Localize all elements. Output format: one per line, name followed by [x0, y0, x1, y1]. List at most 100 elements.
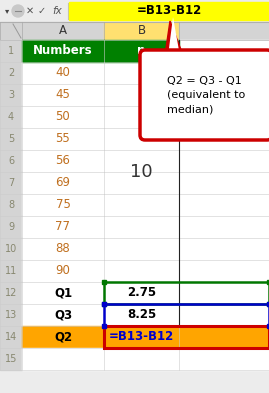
- FancyBboxPatch shape: [140, 50, 269, 140]
- Bar: [0, 348, 22, 370]
- Text: 55: 55: [56, 132, 70, 145]
- Text: 10: 10: [130, 163, 153, 181]
- Text: 77: 77: [55, 220, 70, 233]
- Bar: [104, 22, 179, 40]
- Bar: [22, 40, 104, 62]
- Text: 56: 56: [56, 154, 70, 167]
- Bar: [104, 238, 179, 260]
- Bar: [22, 216, 104, 238]
- Bar: [104, 128, 179, 150]
- Bar: [104, 216, 179, 238]
- Bar: [22, 194, 104, 216]
- Bar: [22, 282, 104, 304]
- Bar: [104, 260, 179, 282]
- Bar: [0, 172, 22, 194]
- Bar: [104, 172, 179, 194]
- Text: 75: 75: [56, 198, 70, 211]
- Text: 50: 50: [56, 110, 70, 123]
- Bar: [179, 326, 269, 348]
- Bar: [0, 0, 269, 22]
- Text: B: B: [137, 24, 146, 37]
- Text: 2.75: 2.75: [127, 286, 156, 299]
- Text: A: A: [59, 24, 67, 37]
- Bar: [0, 106, 22, 128]
- Text: =B13-B12: =B13-B12: [109, 331, 174, 343]
- Bar: [179, 84, 269, 106]
- Bar: [104, 40, 179, 62]
- Bar: [0, 326, 22, 348]
- Polygon shape: [165, 21, 183, 55]
- Text: 2: 2: [8, 68, 14, 78]
- Bar: [22, 172, 104, 194]
- Bar: [102, 302, 106, 306]
- Text: fx: fx: [52, 6, 62, 16]
- Bar: [0, 150, 22, 172]
- Bar: [179, 304, 269, 326]
- Bar: [104, 304, 179, 326]
- Bar: [22, 22, 104, 40]
- Bar: [22, 84, 104, 106]
- Text: 15: 15: [5, 354, 17, 364]
- Bar: [22, 348, 104, 370]
- Bar: [0, 260, 22, 282]
- Bar: [69, 2, 269, 20]
- Text: 8: 8: [8, 200, 14, 210]
- Bar: [0, 238, 22, 260]
- Text: 40: 40: [56, 66, 70, 79]
- Text: 4: 4: [8, 112, 14, 122]
- Bar: [104, 282, 269, 304]
- Bar: [104, 194, 179, 216]
- Text: 45: 45: [56, 88, 70, 101]
- Bar: [22, 238, 104, 260]
- Bar: [104, 106, 179, 128]
- Bar: [179, 40, 269, 62]
- Text: Numbers: Numbers: [33, 44, 93, 57]
- Bar: [102, 324, 106, 328]
- Bar: [22, 62, 104, 84]
- Bar: [179, 172, 269, 194]
- Text: 10: 10: [5, 244, 17, 254]
- Bar: [104, 348, 179, 370]
- Bar: [22, 150, 104, 172]
- Text: 88: 88: [56, 242, 70, 255]
- Bar: [0, 216, 22, 238]
- Text: 14: 14: [5, 332, 17, 342]
- Bar: [22, 106, 104, 128]
- Text: Q2 = Q3 - Q1
(equivalent to
median): Q2 = Q3 - Q1 (equivalent to median): [167, 76, 245, 114]
- Text: =B13-B12: =B13-B12: [136, 4, 202, 18]
- Bar: [104, 62, 179, 84]
- Text: 11: 11: [5, 266, 17, 276]
- Bar: [104, 326, 179, 348]
- Bar: [0, 128, 22, 150]
- Text: 13: 13: [5, 310, 17, 320]
- Bar: [0, 282, 22, 304]
- Text: 6: 6: [8, 156, 14, 166]
- Bar: [179, 238, 269, 260]
- Circle shape: [12, 5, 24, 17]
- Bar: [179, 128, 269, 150]
- Text: 69: 69: [55, 176, 70, 189]
- Bar: [104, 326, 269, 348]
- Text: 1: 1: [8, 46, 14, 56]
- Bar: [104, 282, 179, 304]
- Bar: [179, 106, 269, 128]
- Text: 90: 90: [56, 264, 70, 277]
- Bar: [179, 282, 269, 304]
- Bar: [267, 280, 269, 284]
- Text: Q3: Q3: [54, 309, 72, 321]
- Bar: [22, 40, 104, 62]
- Text: 5: 5: [8, 134, 14, 144]
- Bar: [0, 194, 22, 216]
- Bar: [22, 304, 104, 326]
- Bar: [104, 304, 269, 326]
- Bar: [102, 302, 106, 306]
- Text: 8.25: 8.25: [127, 309, 156, 321]
- Text: Q1: Q1: [54, 286, 72, 299]
- Bar: [104, 40, 179, 62]
- Bar: [102, 280, 106, 284]
- Bar: [104, 84, 179, 106]
- Bar: [179, 194, 269, 216]
- Bar: [179, 216, 269, 238]
- Bar: [267, 302, 269, 306]
- Text: Q2: Q2: [54, 331, 72, 343]
